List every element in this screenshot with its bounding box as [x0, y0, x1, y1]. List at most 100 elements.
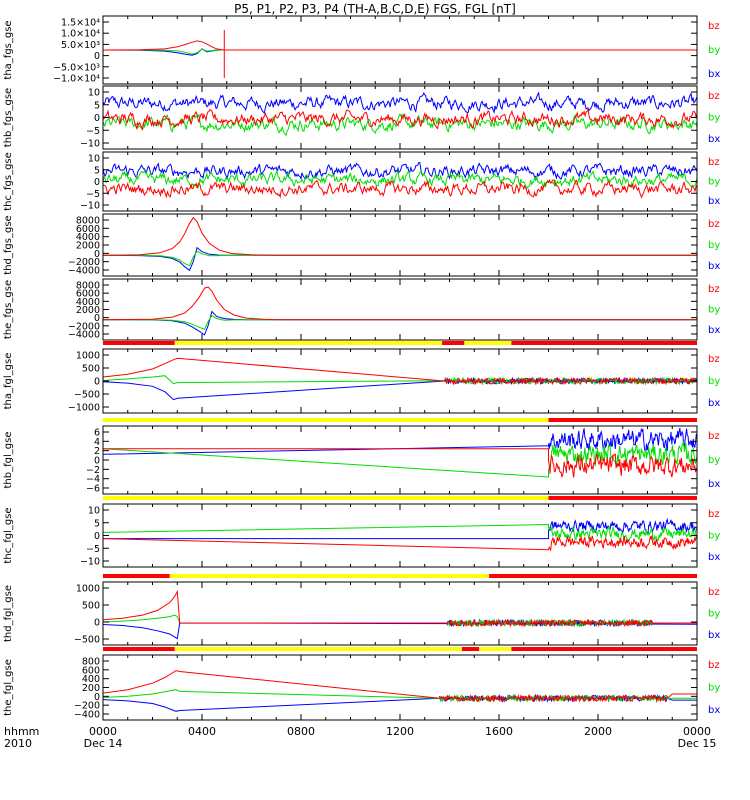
y-tick-label: −2000	[68, 257, 100, 268]
legend-bx: bx	[708, 196, 720, 207]
plot-area	[103, 517, 697, 552]
legend-by: by	[708, 455, 720, 466]
time-axis-label: hhmm	[4, 725, 39, 738]
series-line-bx	[103, 310, 697, 336]
y-tick-label: −1.0×10⁴	[53, 74, 100, 85]
panel-thb-fgs-gse: 105 0 −5 −10 thb_fgs_gse bz by bx	[3, 85, 720, 150]
y-tick-label: 6000	[76, 224, 100, 235]
plot-area	[103, 30, 697, 78]
y-tick-label: 0	[94, 377, 100, 388]
series-line-bz	[103, 535, 697, 552]
legend-by: by	[708, 531, 720, 542]
series-line-bx	[103, 161, 697, 181]
date-label: Dec 15	[678, 737, 717, 750]
series-line-by	[103, 169, 697, 190]
y-tick-label: 2	[94, 446, 100, 457]
time-tick-label: 0400	[188, 725, 216, 738]
y-axis-label: the_fgs_gse	[3, 280, 14, 339]
time-tick-label: 1600	[485, 725, 513, 738]
legend-by: by	[708, 609, 720, 620]
year-label: 2010	[4, 737, 32, 750]
series-line-by	[103, 375, 697, 385]
y-tick-label: −4000	[68, 330, 100, 341]
y-tick-label: 10	[88, 154, 100, 165]
y-tick-label: 600	[82, 665, 100, 676]
y-axis-label: thc_fgs_gse	[3, 152, 14, 211]
y-tick-label: −10	[80, 557, 100, 568]
panel-thc-fgl-gse: 105 0 −5 −10 thc_fgl_gse bz by bx	[3, 496, 720, 568]
y-tick-label: 1000	[76, 351, 100, 362]
legend-bx: bx	[708, 479, 720, 490]
y-axis-label: the_fgl_gse	[3, 659, 14, 716]
series-line-bz	[103, 286, 697, 321]
y-tick-label: 8000	[76, 216, 100, 227]
y-axis-label: tha_fgs_gse	[3, 20, 14, 79]
y-tick-label: 0	[94, 692, 100, 703]
y-tick-label: 400	[82, 674, 100, 685]
y-tick-label: 0	[94, 531, 100, 542]
series-line-by	[103, 112, 697, 137]
y-tick-label: 2000	[76, 241, 100, 252]
panel-frame	[102, 213, 698, 277]
y-tick-label: 10	[88, 88, 100, 99]
flag-segment	[103, 418, 549, 422]
series-line-bz	[103, 107, 697, 131]
y-axis-label: tha_fgl_gse	[3, 353, 14, 410]
legend-bz: bz	[708, 509, 720, 520]
series-line-bz	[103, 40, 697, 51]
panel-frame	[102, 503, 698, 568]
y-tick-label: 500	[82, 364, 100, 375]
y-tick-label: 2000	[76, 305, 100, 316]
y-tick-label: 800	[82, 657, 100, 668]
y-axis-label: thc_fgl_gse	[3, 507, 14, 563]
time-tick-label: 2000	[584, 725, 612, 738]
plot-area	[103, 427, 697, 479]
flag-segment	[548, 418, 697, 422]
flag-segment	[479, 647, 512, 651]
noise-trace-bx	[446, 618, 653, 628]
y-tick-label: −200	[74, 701, 100, 712]
y-tick-label: −2	[86, 465, 100, 476]
legend-bx: bx	[708, 705, 720, 716]
legend-bx: bx	[708, 261, 720, 272]
y-tick-label: 1000	[76, 584, 100, 595]
flag-segment	[461, 647, 480, 651]
series-line-by	[103, 523, 697, 543]
y-tick-label: 5	[94, 100, 100, 111]
series-line-bz	[103, 216, 697, 256]
flag-segment	[489, 574, 697, 578]
series-line-bx	[103, 380, 697, 401]
y-tick-label: 6000	[76, 289, 100, 300]
noise-trace-bz	[446, 618, 653, 628]
series-line-bz	[103, 179, 697, 199]
time-tick-label: 0000	[683, 725, 711, 738]
y-tick-label: 0	[94, 177, 100, 188]
y-tick-label: 0	[94, 456, 100, 467]
y-tick-label: −2000	[68, 321, 100, 332]
plot-area	[103, 589, 697, 640]
y-tick-label: −4000	[68, 266, 100, 277]
y-tick-label: −5.0×10³	[53, 62, 100, 73]
y-tick-label: 0	[94, 313, 100, 324]
time-tick-label: 0800	[287, 725, 315, 738]
legend-by: by	[708, 45, 720, 56]
flag-segment	[548, 496, 697, 500]
legend-by: by	[708, 683, 720, 694]
panel-tha-fgl-gse: 1000 500 0 −500 −1000 tha_fgl_gse bz by bx	[3, 341, 720, 414]
y-tick-label: 6	[94, 428, 100, 439]
time-tick-label: 0000	[89, 725, 117, 738]
y-axis-label: thb_fgs_gse	[3, 88, 14, 147]
y-tick-label: 200	[82, 683, 100, 694]
plot-area	[103, 161, 697, 199]
legend-bz: bz	[708, 284, 720, 295]
series-line-bz	[103, 448, 697, 479]
flag-segment	[442, 341, 465, 345]
plot-area	[103, 357, 697, 401]
legend-bx: bx	[708, 552, 720, 563]
series-line-by	[103, 314, 697, 330]
